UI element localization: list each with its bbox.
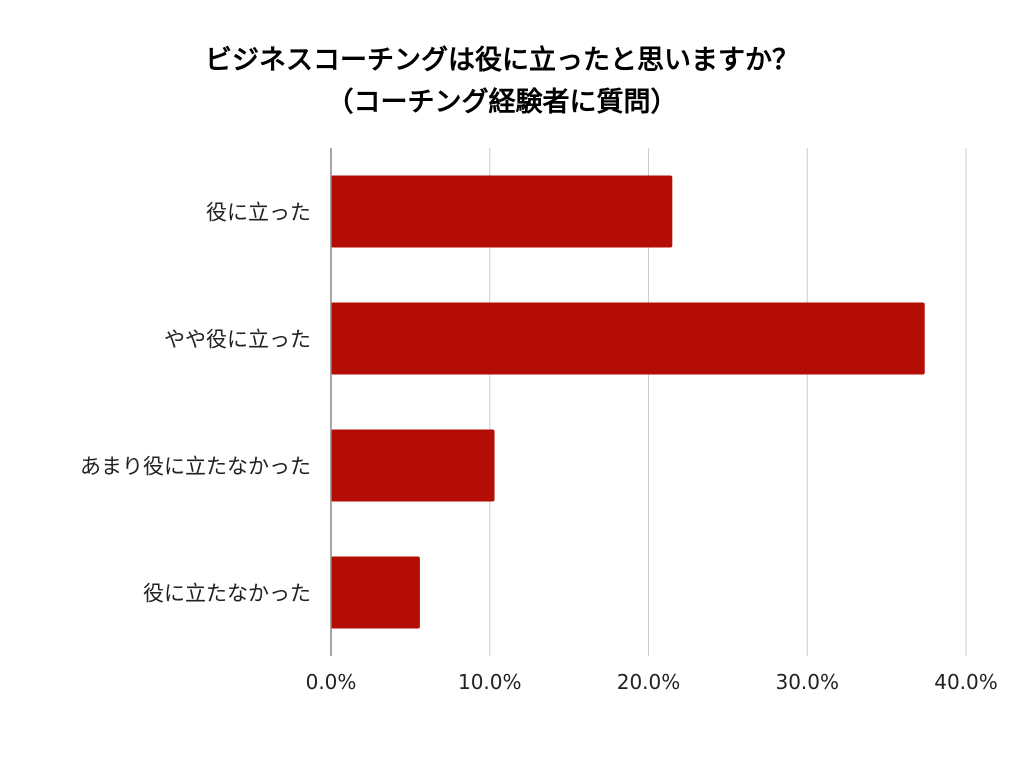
category-label: やや役に立った (164, 328, 311, 352)
labels: 0.0% 10.0% 20.0% 30.0% 40.0% 役に立ったやや役に立ったあまり役… (80, 201, 998, 695)
x-tick-label: 0.0% (306, 670, 357, 694)
category-label: あまり役に立たなかった (80, 455, 311, 479)
x-tick-label: 10.0% (458, 670, 522, 694)
x-tick-label: 20.0% (617, 670, 681, 694)
category-label: 役に立った (206, 201, 311, 225)
bars (331, 175, 925, 629)
x-tick-label: 30.0% (775, 670, 839, 694)
chart-title-line-2: （コーチング経験者に質問） (326, 87, 678, 118)
category-label: 役に立たなかった (143, 582, 311, 606)
chart-title-line-1: ビジネスコーチングは役に立ったと思いますか？ (205, 45, 799, 76)
bar (331, 556, 420, 629)
bar (331, 302, 925, 375)
bar (331, 175, 673, 248)
x-tick-label: 40.0% (934, 670, 998, 694)
bar (331, 429, 495, 502)
chart-title: ビジネスコーチングは役に立ったと思いますか？ （コーチング経験者に質問） (0, 40, 1004, 124)
